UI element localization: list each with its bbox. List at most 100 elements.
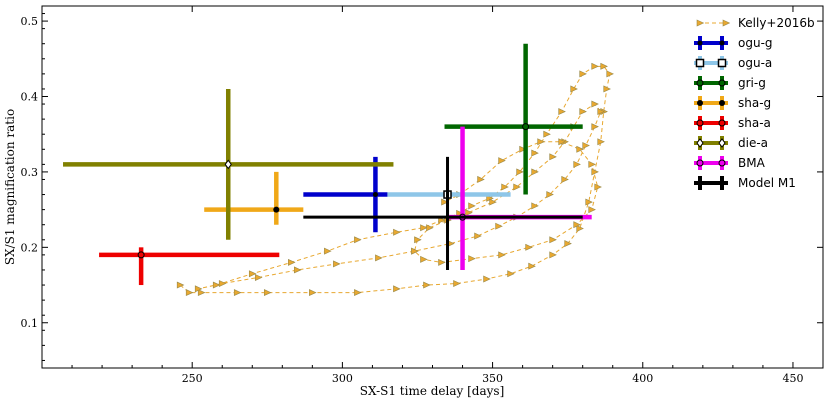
kelly-point (438, 258, 446, 266)
kelly-point (600, 62, 608, 70)
kelly-point (501, 183, 509, 191)
errorbar-marker (224, 159, 232, 170)
kelly-point (549, 153, 557, 161)
kelly-point (185, 289, 194, 297)
legend-item: die-a (694, 136, 768, 150)
legend-marker (697, 100, 703, 106)
axis-ticks: 250 300 350 400 450 0.1 0.2 0.3 0.4 0.5 (21, 6, 823, 385)
kelly-point (426, 224, 434, 232)
errorbar-marker (522, 123, 530, 131)
legend-label: Kelly+2016b (738, 16, 815, 30)
x-tick-label: 350 (482, 372, 503, 385)
legend-marker (696, 159, 704, 167)
errorbar-sha-a (99, 247, 280, 286)
kelly-point (561, 175, 569, 183)
legend-marker (718, 79, 726, 87)
kelly-point (441, 198, 449, 206)
legend: Kelly+2016b ogu-g ogu-a gri-g sha-g sha-a die-… (694, 16, 815, 190)
kelly-point (233, 289, 242, 297)
legend-item: sha-a (694, 116, 771, 130)
kelly-point (375, 254, 383, 262)
kelly-point (573, 221, 581, 229)
legend-label: sha-a (738, 116, 771, 130)
kelly-point (393, 228, 401, 236)
kelly-point (570, 85, 578, 93)
kelly-point (537, 138, 545, 146)
y-tick-label: 0.5 (21, 15, 39, 28)
kelly-point (309, 289, 317, 297)
y-axis-label: SX/S1 magnification ratio (3, 109, 17, 265)
kelly-point (549, 251, 557, 259)
kelly-point (531, 202, 539, 210)
kelly-point (288, 258, 296, 266)
kelly-point (197, 289, 206, 297)
kelly-point (420, 255, 428, 263)
kelly-point (489, 198, 497, 206)
errorbar-die-a (63, 88, 394, 240)
plot-frame (41, 5, 824, 369)
kelly-point (564, 240, 572, 248)
kelly-point (354, 236, 362, 244)
legend-marker (719, 100, 725, 106)
kelly-point (519, 145, 527, 153)
legend-kelly-point (696, 19, 705, 27)
kelly-point (579, 70, 587, 78)
errorbar-marker (137, 251, 145, 259)
kelly-point (468, 202, 476, 210)
legend-item: gri-g (694, 76, 766, 90)
kelly-point (263, 289, 272, 297)
kelly-point (474, 232, 482, 240)
kelly-point (591, 123, 599, 131)
legend-marker (718, 138, 726, 148)
legend-label: gri-g (738, 76, 766, 90)
legend-item: Kelly+2016b (696, 16, 815, 30)
kelly-point (411, 247, 419, 255)
kelly-point (543, 130, 551, 138)
kelly-point (531, 168, 539, 176)
kelly-point (414, 236, 422, 244)
legend-marker (719, 40, 725, 46)
legend-marker (695, 58, 705, 68)
kelly-point (582, 142, 590, 149)
kelly-point (573, 160, 581, 168)
kelly-point (603, 85, 611, 93)
legend-marker (696, 79, 704, 87)
kelly-point (218, 280, 227, 288)
kelly-point (438, 216, 446, 224)
kelly-point (495, 222, 503, 230)
errorbar-series (63, 43, 592, 286)
kelly-point (531, 149, 539, 157)
kelly-point (423, 281, 431, 289)
kelly-point (420, 224, 428, 232)
kelly-point (597, 108, 605, 116)
kelly-point (576, 225, 584, 232)
kelly-point (453, 280, 461, 288)
kelly-point (558, 138, 566, 146)
x-axis-label: SX-S1 time delay [days] (360, 384, 505, 398)
kelly-point (528, 262, 536, 270)
legend-kelly-point (722, 19, 731, 27)
legend-marker (717, 58, 727, 68)
x-tick-label: 300 (332, 372, 353, 385)
legend-item: BMA (694, 156, 766, 170)
legend-marker (718, 119, 726, 127)
legend-label: sha-g (738, 96, 771, 110)
kelly-point (324, 247, 332, 255)
legend-label: ogu-g (738, 36, 773, 50)
kelly-point (597, 138, 605, 146)
kelly-point (477, 175, 485, 183)
legend-marker (718, 159, 726, 167)
kelly-point (354, 289, 362, 297)
kelly-point (498, 157, 506, 165)
y-tick-label: 0.3 (21, 166, 39, 179)
x-tick-label: 250 (182, 372, 203, 385)
errorbar-gri-g (444, 43, 583, 195)
kelly-point (465, 209, 473, 217)
legend-label: Model M1 (738, 176, 796, 190)
kelly-point (606, 70, 614, 78)
y-tick-label: 0.2 (21, 241, 39, 254)
kelly-point (591, 100, 599, 108)
kelly-point (591, 168, 599, 176)
errorbar-ogu-g (303, 156, 388, 233)
